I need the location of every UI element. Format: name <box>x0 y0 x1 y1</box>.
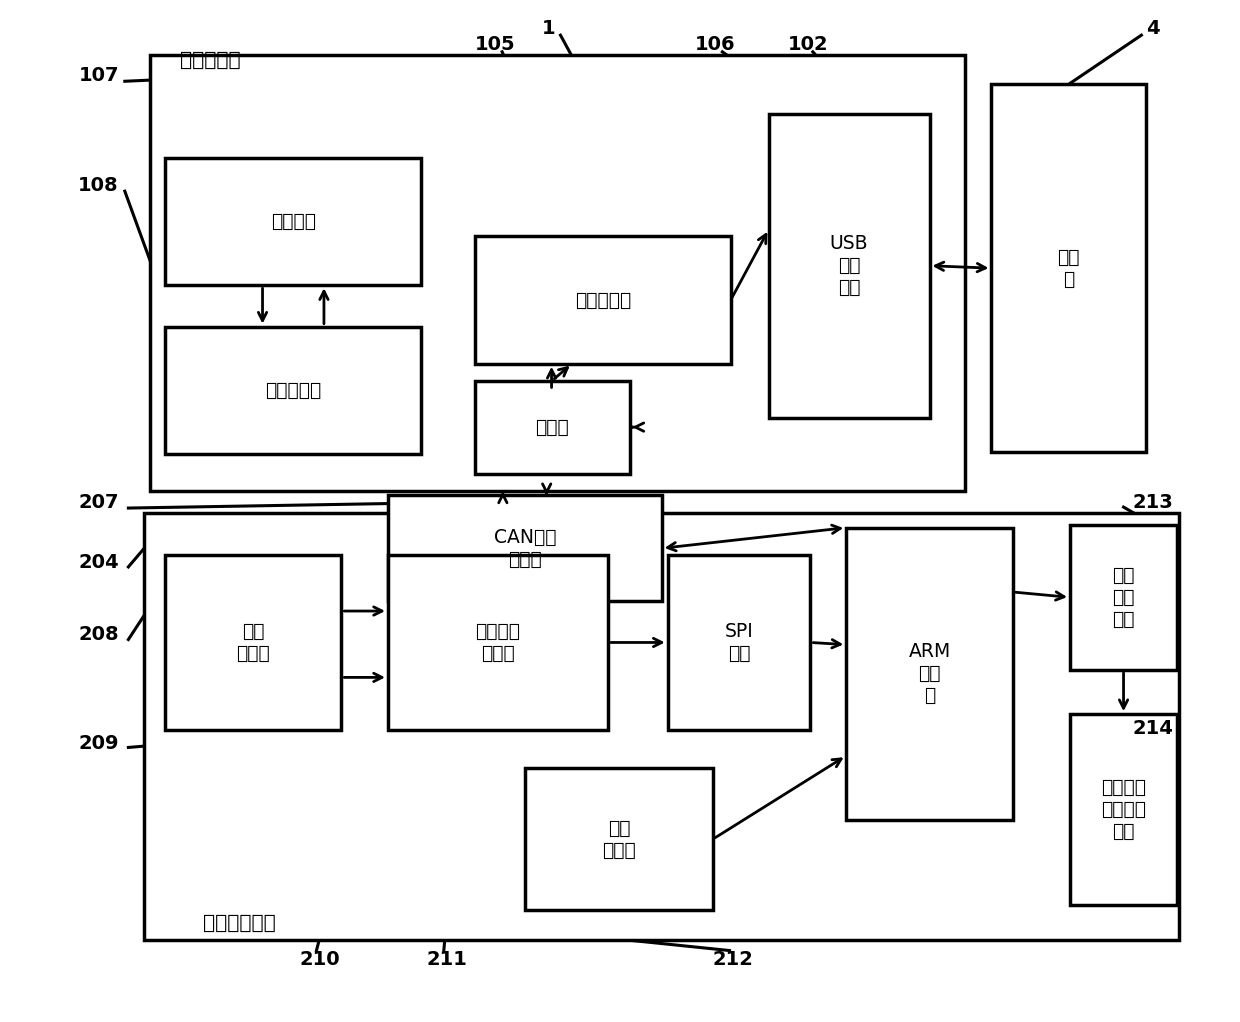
Text: CAN隔离
收发器: CAN隔离 收发器 <box>494 527 556 569</box>
Text: 102: 102 <box>787 36 828 54</box>
Text: 213: 213 <box>1133 493 1174 512</box>
Bar <box>144 513 1179 940</box>
Bar <box>165 327 422 454</box>
Text: 报警器: 报警器 <box>536 418 569 436</box>
Text: 温度
传感器: 温度 传感器 <box>601 819 636 860</box>
Bar <box>1070 714 1177 905</box>
Text: 208: 208 <box>78 625 119 644</box>
Text: 电压采集单元: 电压采集单元 <box>203 914 277 933</box>
Text: 4: 4 <box>1147 18 1161 38</box>
Text: 电压数据
采集卡: 电压数据 采集卡 <box>475 622 521 663</box>
Bar <box>475 236 730 364</box>
Bar <box>165 555 341 730</box>
Text: 108: 108 <box>78 176 119 195</box>
Text: 210: 210 <box>300 949 340 969</box>
Bar <box>475 380 630 474</box>
Text: 211: 211 <box>427 949 467 969</box>
Text: 212: 212 <box>713 949 754 969</box>
Text: 209: 209 <box>78 734 119 753</box>
Text: 207: 207 <box>78 493 119 512</box>
Text: 107: 107 <box>78 65 119 85</box>
Text: 信号处理器: 信号处理器 <box>574 290 631 310</box>
Text: 阈値
设定
模块: 阈値 设定 模块 <box>1112 566 1135 629</box>
Bar <box>150 55 965 492</box>
Text: 214: 214 <box>1133 719 1174 738</box>
Text: 1: 1 <box>542 18 556 38</box>
Text: 上位
机: 上位 机 <box>1058 247 1080 288</box>
Bar <box>667 555 811 730</box>
Text: 电池负荷
状态监测
模块: 电池负荷 状态监测 模块 <box>1101 778 1146 841</box>
Bar <box>1070 524 1177 670</box>
Bar <box>525 769 713 911</box>
Text: 105: 105 <box>475 36 516 54</box>
Text: 电流传感器: 电流传感器 <box>265 381 321 400</box>
Text: 电压
传感器: 电压 传感器 <box>237 622 270 663</box>
Text: 106: 106 <box>694 36 735 54</box>
Text: ARM
控制
器: ARM 控制 器 <box>909 643 951 705</box>
Text: 总线开关: 总线开关 <box>270 213 316 231</box>
Bar <box>846 527 1013 820</box>
Text: SPI
总线: SPI 总线 <box>724 622 754 663</box>
Text: 集中控制器: 集中控制器 <box>180 50 241 69</box>
Bar <box>388 555 608 730</box>
Bar <box>769 113 930 418</box>
Bar <box>388 496 662 601</box>
Bar <box>992 84 1146 452</box>
Text: USB
接口
芯片: USB 接口 芯片 <box>830 234 868 297</box>
Text: 204: 204 <box>78 554 119 572</box>
Bar <box>165 157 422 285</box>
